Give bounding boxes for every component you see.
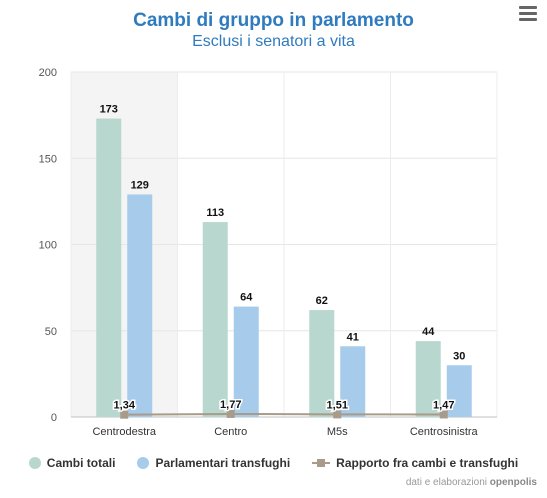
data-label-cambi: 62: [316, 295, 328, 307]
y-tick-label: 100: [39, 240, 57, 252]
data-label-transfughi: 41: [347, 331, 359, 343]
bar-cambi: [96, 118, 122, 417]
credits[interactable]: dati e elaborazioni openpolis: [406, 477, 537, 488]
chart-menu-icon[interactable]: [519, 6, 537, 21]
data-label-rapporto: 1,51: [327, 399, 348, 411]
legend: Cambi totali Parlamentari transfughi Rap…: [0, 456, 547, 470]
y-tick-label: 50: [45, 326, 57, 338]
y-tick-label: 0: [51, 412, 57, 424]
bar-transfughi: [127, 194, 153, 417]
data-label-rapporto: 1,34: [114, 400, 136, 412]
x-tick-label: Centro: [214, 426, 247, 438]
bar-chart: 0 50 100 150 200 173 129 Centrodestra 113 64 Centr…: [39, 67, 498, 438]
data-label-cambi: 173: [100, 104, 118, 116]
legend-rapporto-icon: [312, 457, 331, 469]
data-label-cambi: 44: [422, 326, 435, 338]
data-label-rapporto: 1,47: [433, 399, 454, 411]
x-tick-label: M5s: [327, 426, 348, 438]
bar-transfughi: [233, 306, 259, 417]
bar-cambi: [309, 310, 335, 417]
bar-transfughi: [446, 365, 472, 417]
data-label-cambi: 113: [206, 207, 224, 219]
chart-title: Cambi di gruppo in parlamento: [133, 10, 414, 31]
credits-brand: openpolis: [489, 477, 537, 488]
point-rapporto: [226, 409, 235, 418]
legend-item-rapporto[interactable]: Rapporto fra cambi e transfughi: [312, 456, 518, 470]
legend-cambi-label: Cambi totali: [46, 456, 116, 470]
legend-transfughi-icon: [137, 457, 150, 469]
y-tick-label: 150: [39, 153, 57, 165]
legend-item-transfughi[interactable]: Parlamentari transfughi: [137, 456, 290, 470]
x-tick-label: Centrodestra: [92, 426, 156, 438]
x-tick-label: Centrosinistra: [410, 426, 479, 438]
legend-item-cambi[interactable]: Cambi totali: [28, 456, 116, 470]
series-line-rapporto: [124, 412, 444, 416]
point-rapporto: [120, 410, 129, 419]
bar-cambi: [202, 222, 228, 417]
bar-cambi: [415, 341, 441, 417]
point-rapporto: [439, 410, 448, 419]
point-rapporto: [333, 410, 342, 419]
bar-transfughi: [340, 346, 366, 417]
chart-subtitle: Esclusi i senatori a vita: [192, 33, 355, 50]
legend-rapporto-label: Rapporto fra cambi e transfughi: [336, 456, 519, 470]
y-tick-label: 200: [39, 67, 57, 79]
data-label-rapporto: 1,77: [220, 399, 241, 411]
legend-transfughi-label: Parlamentari transfughi: [155, 456, 291, 470]
data-label-transfughi: 30: [453, 350, 465, 362]
data-label-transfughi: 129: [131, 179, 149, 191]
legend-cambi-icon: [28, 457, 41, 469]
data-label-transfughi: 64: [240, 292, 253, 304]
credits-prefix: dati e elaborazioni: [405, 477, 487, 488]
